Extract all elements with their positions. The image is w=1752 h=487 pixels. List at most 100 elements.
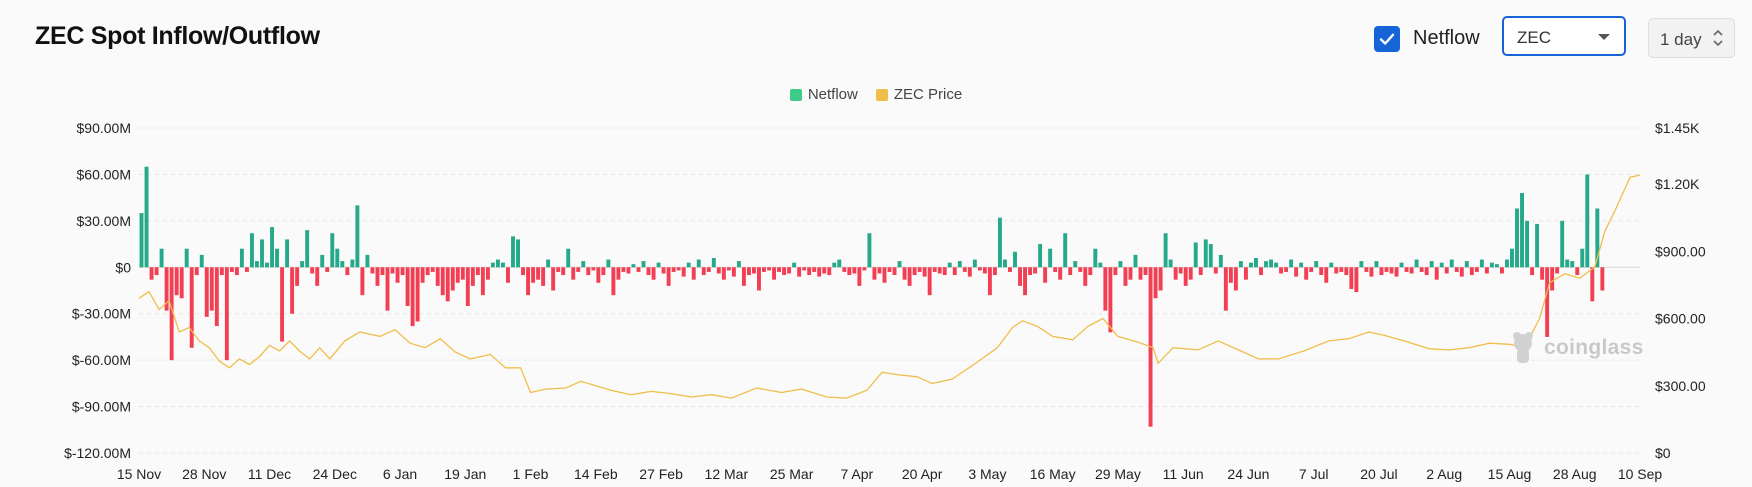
netflow-bar[interactable]	[410, 267, 415, 327]
netflow-bar[interactable]	[992, 267, 997, 276]
netflow-bar[interactable]	[782, 267, 787, 276]
netflow-bar[interactable]	[1093, 248, 1098, 268]
netflow-bar[interactable]	[1083, 267, 1088, 286]
netflow-bar[interactable]	[882, 267, 887, 283]
netflow-bar[interactable]	[1595, 208, 1600, 268]
netflow-bar[interactable]	[1304, 267, 1309, 280]
netflow-bar[interactable]	[1243, 267, 1248, 280]
netflow-bar[interactable]	[1309, 267, 1314, 272]
netflow-bar[interactable]	[802, 267, 807, 271]
netflow-bar[interactable]	[947, 262, 952, 268]
netflow-bar[interactable]	[621, 267, 626, 272]
netflow-bar[interactable]	[872, 267, 877, 280]
netflow-bar[interactable]	[365, 254, 370, 268]
netflow-bar[interactable]	[676, 267, 681, 271]
netflow-bar[interactable]	[440, 267, 445, 296]
netflow-bar[interactable]	[611, 267, 616, 296]
netflow-bar[interactable]	[1198, 267, 1203, 276]
netflow-bar[interactable]	[1565, 259, 1570, 268]
netflow-bar[interactable]	[275, 248, 280, 268]
netflow-bar[interactable]	[154, 267, 159, 276]
netflow-bar[interactable]	[490, 262, 495, 268]
netflow-bar[interactable]	[1404, 267, 1409, 272]
netflow-bar[interactable]	[561, 267, 566, 276]
netflow-bar[interactable]	[1259, 267, 1263, 276]
netflow-bar[interactable]	[1138, 267, 1143, 280]
coin-select[interactable]: ZEC	[1502, 16, 1626, 56]
netflow-bar[interactable]	[1264, 261, 1268, 268]
netflow-bar[interactable]	[290, 267, 295, 314]
netflow-bar[interactable]	[350, 259, 355, 268]
netflow-bar[interactable]	[1173, 267, 1178, 280]
netflow-bar[interactable]	[1349, 267, 1354, 289]
netflow-bar[interactable]	[485, 267, 490, 280]
netflow-bar[interactable]	[1474, 267, 1479, 272]
netflow-bar[interactable]	[370, 267, 375, 274]
netflow-bar[interactable]	[767, 267, 771, 271]
netflow-bar[interactable]	[1545, 267, 1550, 337]
netflow-bar[interactable]	[571, 267, 576, 280]
netflow-bar[interactable]	[400, 267, 405, 276]
netflow-bar[interactable]	[224, 267, 229, 361]
netflow-bar[interactable]	[1314, 261, 1319, 268]
netflow-bar[interactable]	[1294, 267, 1299, 277]
netflow-bar[interactable]	[1550, 267, 1555, 291]
netflow-bar[interactable]	[249, 233, 254, 268]
netflow-bar[interactable]	[1389, 267, 1394, 274]
netflow-bar[interactable]	[1449, 259, 1454, 268]
netflow-bar[interactable]	[1575, 267, 1580, 276]
netflow-bar[interactable]	[952, 267, 957, 276]
netflow-bar[interactable]	[1028, 267, 1033, 276]
netflow-bar[interactable]	[937, 267, 942, 274]
netflow-bar[interactable]	[1003, 259, 1007, 268]
netflow-bar[interactable]	[360, 267, 365, 296]
netflow-bar[interactable]	[1379, 267, 1384, 276]
netflow-bar[interactable]	[1058, 267, 1063, 280]
netflow-bar[interactable]	[1354, 267, 1359, 293]
netflow-bar[interactable]	[1008, 267, 1012, 272]
netflow-bar[interactable]	[1570, 261, 1575, 268]
netflow-bar[interactable]	[541, 267, 546, 286]
netflow-bar[interactable]	[189, 267, 194, 348]
netflow-bar[interactable]	[1409, 267, 1414, 274]
netflow-bar[interactable]	[1063, 233, 1068, 268]
netflow-bar[interactable]	[1284, 267, 1289, 272]
netflow-bar[interactable]	[636, 267, 641, 272]
netflow-bar[interactable]	[1233, 267, 1238, 291]
netflow-bar[interactable]	[787, 267, 792, 274]
netflow-bar[interactable]	[987, 267, 992, 296]
netflow-bar[interactable]	[812, 267, 817, 272]
netflow-bar[interactable]	[159, 248, 164, 268]
netflow-bar[interactable]	[1103, 267, 1108, 311]
netflow-bar[interactable]	[551, 267, 556, 291]
netflow-bar[interactable]	[1068, 267, 1073, 276]
netflow-bar[interactable]	[149, 267, 154, 280]
netflow-bar[interactable]	[300, 261, 305, 268]
netflow-bar[interactable]	[305, 230, 310, 268]
netflow-bar[interactable]	[1384, 267, 1389, 272]
netflow-bar[interactable]	[214, 267, 219, 327]
netflow-bar[interactable]	[340, 261, 345, 268]
netflow-bar[interactable]	[209, 267, 214, 311]
netflow-bar[interactable]	[1535, 223, 1540, 268]
netflow-bar[interactable]	[852, 267, 857, 274]
netflow-bar[interactable]	[606, 259, 611, 268]
netflow-bar[interactable]	[546, 259, 551, 268]
netflow-bar[interactable]	[736, 261, 741, 268]
netflow-bar[interactable]	[1274, 262, 1279, 268]
netflow-bar[interactable]	[701, 267, 706, 276]
netflow-bar[interactable]	[661, 267, 666, 274]
netflow-bar[interactable]	[445, 267, 450, 302]
netflow-bar[interactable]	[1499, 267, 1504, 274]
netflow-bar[interactable]	[1178, 267, 1183, 274]
netflow-bar[interactable]	[982, 267, 987, 274]
netflow-bar[interactable]	[827, 267, 832, 276]
netflow-bar[interactable]	[1078, 267, 1083, 272]
netflow-bar[interactable]	[897, 261, 902, 268]
netflow-bar[interactable]	[244, 267, 249, 272]
netflow-bar[interactable]	[1580, 248, 1585, 268]
netflow-bar[interactable]	[415, 267, 420, 322]
netflow-bar[interactable]	[696, 259, 701, 268]
netflow-bar[interactable]	[1188, 267, 1193, 280]
